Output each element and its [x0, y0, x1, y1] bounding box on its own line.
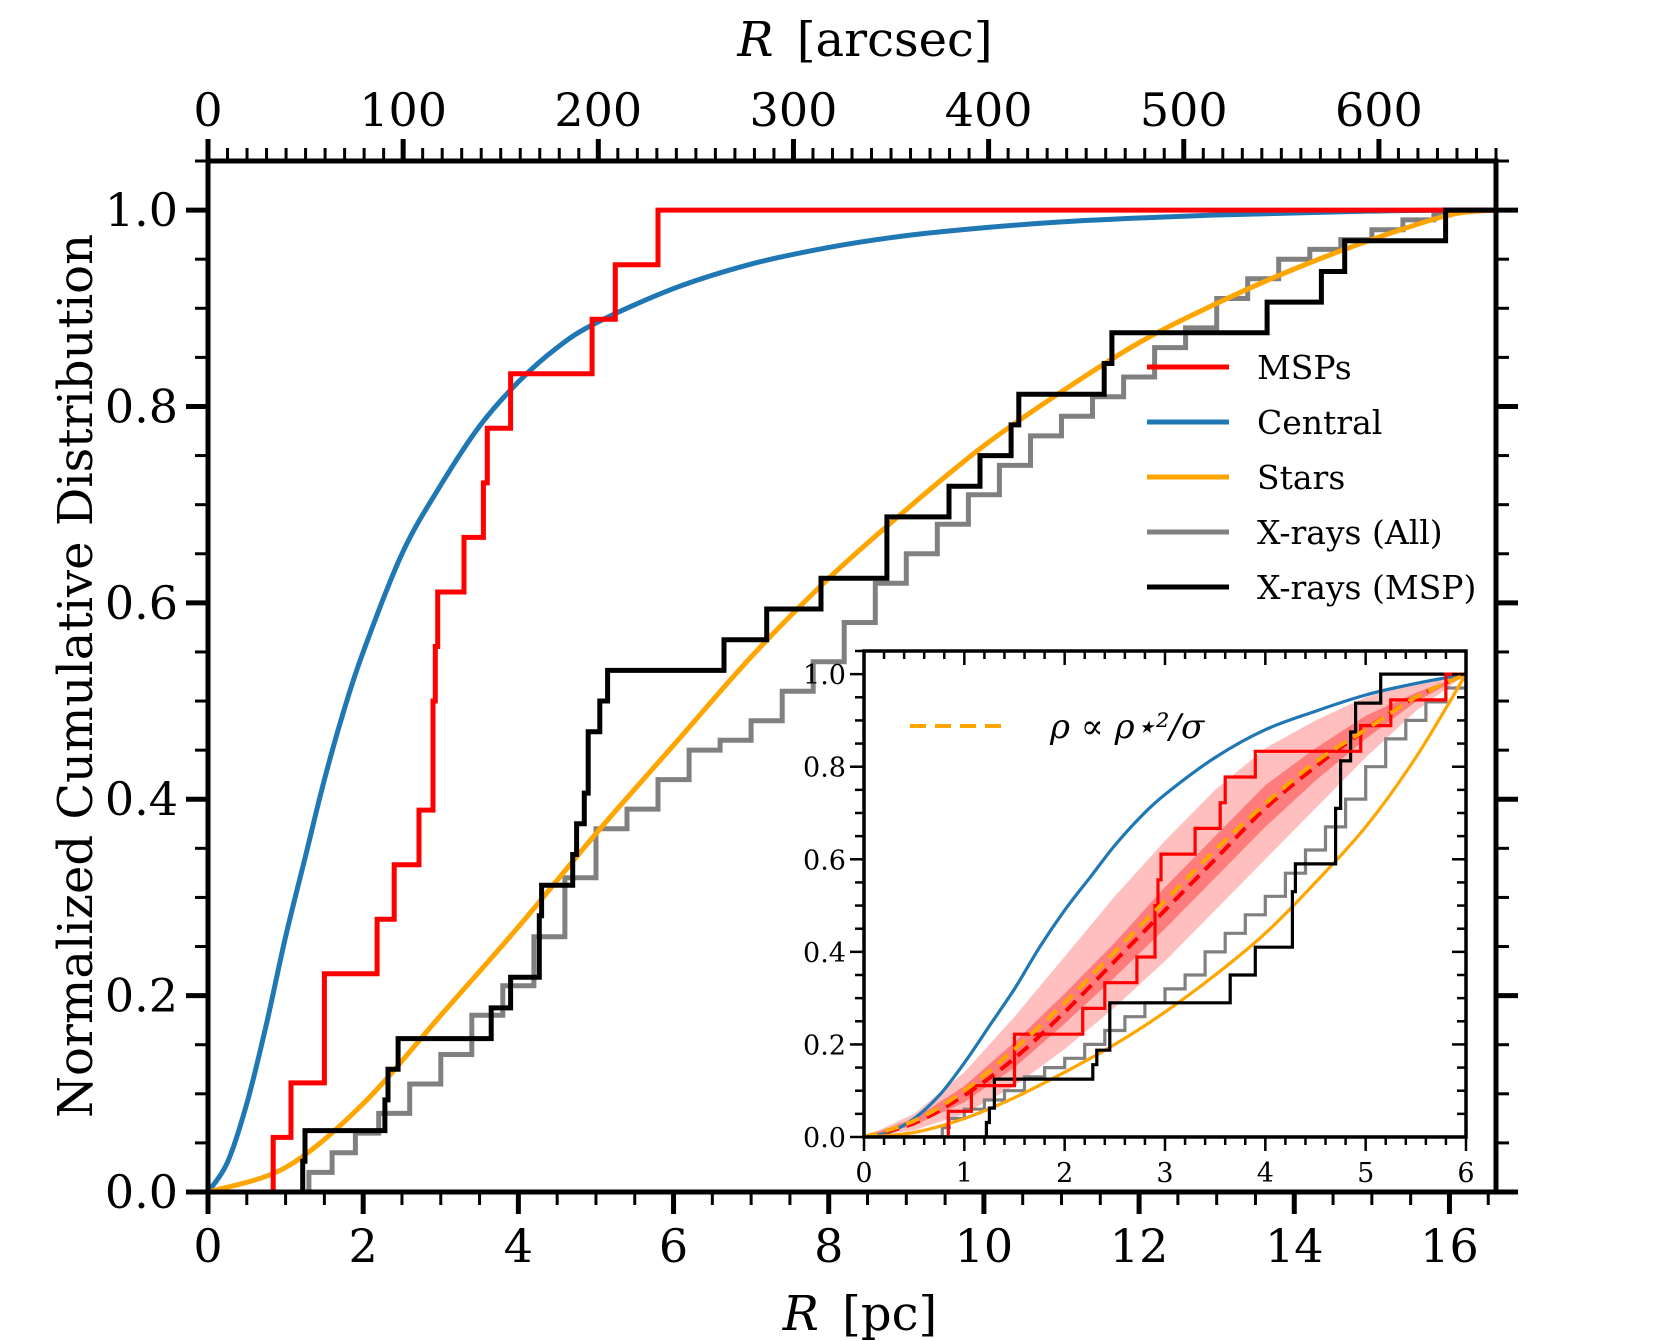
inset-x-tick-label: 1 — [956, 1158, 973, 1189]
inset-band-outer-band — [864, 674, 1466, 1137]
y-axis-title: Normalized Cumulative Distribution — [48, 234, 104, 1118]
inset-y-tick-label: 0.4 — [803, 938, 846, 969]
top-x-tick-label: 300 — [750, 83, 838, 137]
legend-label-central: Central — [1257, 403, 1382, 442]
inset-x-tick-label: 6 — [1457, 1158, 1474, 1189]
main-series-stars — [208, 207, 1496, 1192]
inset-band-inner-band — [864, 674, 1466, 1137]
top-x-tick-label: 500 — [1140, 83, 1228, 137]
y-tick-label: 0.0 — [105, 1165, 178, 1219]
legend-item-x-rays-msp: X-rays (MSP) — [1147, 568, 1476, 607]
inset-series-stars — [864, 673, 1466, 1137]
x-axis-title: R [pc] — [782, 1286, 937, 1341]
top-x-tick-label: 400 — [945, 83, 1033, 137]
main-plot: 0 2 4 6 8 10 12 14 160 100 200 300 400 500 6000.00.20.… — [105, 83, 1518, 1273]
main-series-x-rays-all — [208, 207, 1496, 1192]
inset-legend-label: ρ ∝ ρ⋆²/σ — [1049, 707, 1205, 747]
x-tick-label: 14 — [1265, 1219, 1324, 1273]
legend-item-msps: MSPs — [1147, 348, 1352, 387]
legend-item-x-rays-all: X-rays (All) — [1147, 513, 1443, 552]
legend-label-msps: MSPs — [1257, 348, 1352, 387]
inset-legend: ρ ∝ ρ⋆²/σ — [910, 707, 1205, 747]
legend-label-x-rays-msp: X-rays (MSP) — [1257, 568, 1476, 607]
inset-x-tick-label: 2 — [1056, 1158, 1073, 1189]
top-axis-unit: [arcsec] — [797, 12, 993, 68]
x-tick-label: 10 — [955, 1219, 1014, 1273]
x-tick-label: 2 — [349, 1219, 378, 1273]
main-series-central — [208, 207, 1496, 1192]
y-tick-label: 0.8 — [105, 379, 178, 433]
x-tick-label: 6 — [659, 1219, 688, 1273]
top-axis-title: R [arcsec] — [736, 12, 992, 68]
top-x-tick-label: 0 — [193, 83, 222, 137]
y-tick-label: 0.6 — [105, 576, 178, 630]
legend-label-stars: Stars — [1257, 458, 1345, 497]
x-tick-label: 4 — [504, 1219, 533, 1273]
legend-label-x-rays-all: X-rays (All) — [1257, 513, 1443, 552]
inset-y-tick-label: 0.0 — [803, 1123, 846, 1154]
inset-y-tick-label: 0.2 — [803, 1030, 846, 1061]
inset-y-tick-label: 0.8 — [803, 753, 846, 784]
inset-y-tick-label: 0.6 — [803, 845, 846, 876]
main-series-x-rays-msp — [208, 207, 1496, 1192]
x-axis-var: R — [782, 1286, 819, 1341]
inset-series-x-rays-msp — [864, 672, 1466, 1137]
main-series-group — [208, 207, 1496, 1192]
inset-x-tick-label: 3 — [1156, 1158, 1173, 1189]
inset-series-msps — [864, 672, 1466, 1137]
inset-series-x-rays-all — [864, 674, 1466, 1137]
inset-series-msps-model — [864, 672, 1466, 1137]
top-x-tick-label: 100 — [359, 83, 447, 137]
inset-x-tick-label: 5 — [1357, 1158, 1374, 1189]
legend-item-central: Central — [1147, 403, 1382, 442]
y-tick-label: 1.0 — [105, 183, 178, 237]
main-series-msps — [208, 207, 1496, 1192]
y-tick-label: 0.4 — [105, 772, 178, 826]
inset-y-tick-label: 1.0 — [803, 660, 846, 691]
y-tick-label: 0.2 — [105, 969, 178, 1023]
legend: MSPs Central Stars X-rays (All) X-rays (MSP) — [1147, 348, 1476, 607]
x-tick-label: 8 — [814, 1219, 843, 1273]
x-axis-unit: [pc] — [842, 1286, 937, 1341]
inset-series-central — [864, 672, 1466, 1137]
legend-item-stars: Stars — [1147, 458, 1345, 497]
inset-x-tick-label: 4 — [1257, 1158, 1274, 1189]
x-tick-label: 12 — [1110, 1219, 1169, 1273]
inset-plot: 0 1 2 3 4 5 6 0.0 0.2 0.4 0.6 0.8 1.0 ρ ∝ ρ⋆²/σ — [803, 649, 1475, 1189]
inset-x-tick-label: 0 — [855, 1158, 872, 1189]
top-axis-var: R — [736, 12, 773, 68]
inset-series-stars-based — [864, 672, 1466, 1137]
x-tick-label: 16 — [1420, 1219, 1479, 1273]
x-tick-label: 0 — [193, 1219, 222, 1273]
top-x-tick-label: 200 — [554, 83, 642, 137]
top-x-tick-label: 600 — [1335, 83, 1423, 137]
inset-series-group — [864, 672, 1466, 1137]
